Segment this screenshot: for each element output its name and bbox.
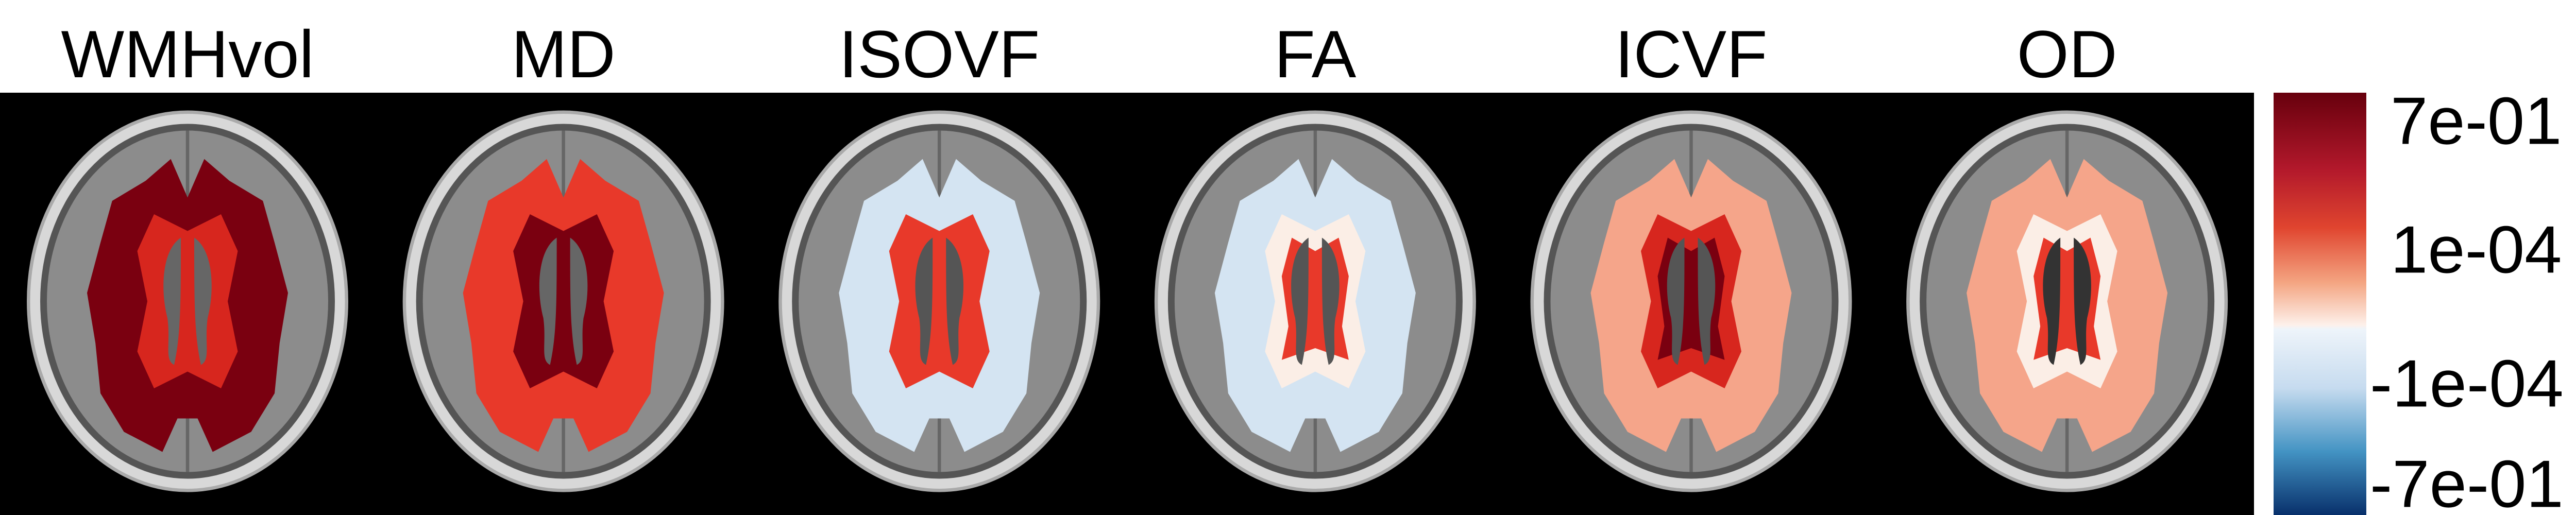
panel-title: OD xyxy=(2017,16,2117,92)
panel-title: WMHvol xyxy=(61,16,314,92)
ventricle xyxy=(1291,237,1309,365)
ventricle xyxy=(2043,237,2061,365)
colorbar-label: 7e-01 xyxy=(2391,83,2562,158)
ventricle xyxy=(570,237,588,365)
colorbar-label: -1e-04 xyxy=(2370,346,2564,421)
ventricle xyxy=(1698,237,1716,365)
white-matter-inner xyxy=(137,214,238,388)
brain-slice xyxy=(27,110,348,492)
brain-slice xyxy=(1906,110,2228,492)
panels xyxy=(27,110,2228,492)
colorbar-label: -7e-01 xyxy=(2370,446,2564,515)
ventricle xyxy=(946,237,964,365)
image-background xyxy=(0,93,2254,515)
panel-title: MD xyxy=(512,16,616,92)
brain-slice xyxy=(1154,110,1476,492)
colorbar-label: 1e-04 xyxy=(2391,212,2562,287)
brain-slice xyxy=(1530,110,1852,492)
ventricle xyxy=(2074,237,2091,365)
ventricle xyxy=(1321,237,1340,365)
ventricle xyxy=(194,237,212,365)
ventricle xyxy=(915,237,933,365)
brain-slice xyxy=(778,110,1100,492)
panel-title: ICVF xyxy=(1615,16,1767,92)
white-matter-inner xyxy=(889,214,990,388)
panel-title: ISOVF xyxy=(839,16,1040,92)
panel-title: FA xyxy=(1274,16,1356,92)
ventricle xyxy=(163,237,181,365)
brain-slice xyxy=(402,110,724,492)
ventricle xyxy=(1667,237,1685,365)
ventricle xyxy=(539,237,557,365)
colorbar xyxy=(2274,93,2366,515)
white-matter-inner xyxy=(513,214,614,388)
